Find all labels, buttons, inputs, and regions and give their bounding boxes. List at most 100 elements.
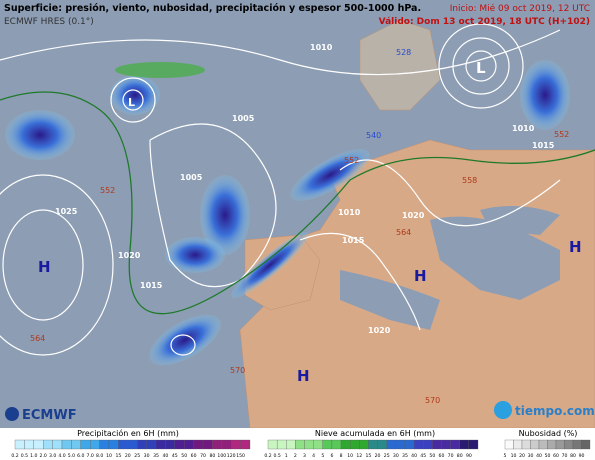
thickness-label: 552 — [554, 130, 569, 139]
legend-tick: 60 — [191, 453, 197, 459]
legend-tick: 50 — [181, 453, 187, 459]
color-swatch — [90, 439, 100, 450]
legend-tick: 70 — [200, 453, 206, 459]
color-swatch — [555, 439, 565, 450]
isobar-label: 1005 — [232, 114, 255, 123]
legend-tick: 5.0 — [68, 453, 75, 459]
legend-tick: 60 — [553, 453, 559, 459]
legend-tick: 40 — [162, 453, 168, 459]
color-swatch — [137, 439, 147, 450]
legend-tick: 2 — [294, 453, 297, 459]
color-swatch — [61, 439, 72, 450]
legend-tick: 45 — [172, 453, 178, 459]
legend-tick: 20 — [375, 453, 381, 459]
color-swatch — [267, 439, 278, 450]
color-swatch — [521, 439, 531, 450]
color-swatch — [359, 439, 369, 450]
color-swatch — [202, 439, 213, 450]
isobar-label: 1010 — [338, 208, 361, 217]
color-swatch — [331, 439, 342, 450]
color-swatch — [286, 439, 296, 450]
color-swatch — [184, 439, 194, 450]
color-swatch — [165, 439, 175, 450]
legend-title: Nubosidad (%) — [519, 429, 578, 438]
color-swatch — [432, 439, 442, 450]
isobar-label: 1005 — [180, 173, 203, 182]
isobar-label: 1020 — [368, 326, 391, 335]
color-swatch — [468, 439, 479, 450]
color-swatch — [193, 439, 204, 450]
color-swatch — [174, 439, 185, 450]
high: H — [569, 238, 582, 256]
thickness-line — [0, 91, 595, 315]
tiempo-logo: tiempo.com — [515, 404, 595, 418]
legend-tick: 4 — [312, 453, 315, 459]
legend-tick: 0.2 — [11, 453, 18, 459]
legend-tick: 8.0 — [96, 453, 103, 459]
color-swatch — [413, 439, 424, 450]
legend-tick: 35 — [153, 453, 159, 459]
mediterranean-west — [340, 270, 440, 330]
isobar-label: 1015 — [342, 236, 365, 245]
legend-tick: 80 — [457, 453, 463, 459]
start-time: Inicio: Mié 09 oct 2019, 12 UTC — [450, 3, 590, 14]
ecmwf-icon — [5, 407, 19, 421]
color-swatch — [108, 439, 119, 450]
legend-tick: 5 — [321, 453, 324, 459]
legend-tick: 5 — [504, 453, 507, 459]
legend: Precipitación en 6H (mm) Nieve acumulada… — [11, 428, 591, 459]
color-swatch — [377, 439, 387, 450]
isobar-label: 1015 — [532, 141, 555, 150]
legend-tick: 70 — [448, 453, 454, 459]
color-swatch — [450, 439, 460, 450]
color-swatch — [564, 439, 574, 450]
color-swatch — [513, 439, 523, 450]
legend-tick: 1 — [285, 453, 288, 459]
header: Superficie: presión, viento, nubosidad, … — [4, 3, 590, 27]
black-sea — [480, 206, 560, 235]
color-swatch — [572, 439, 582, 450]
legend-title: Nieve acumulada en 6H (mm) — [315, 429, 435, 438]
ecmwf-logo: ECMWF — [22, 408, 77, 423]
color-swatch — [71, 439, 81, 450]
legend-tick: 35 — [402, 453, 408, 459]
thickness-label: 552 — [100, 186, 115, 195]
color-swatch — [581, 439, 591, 450]
color-swatch — [231, 439, 241, 450]
color-swatch — [14, 439, 25, 450]
color-swatch — [404, 439, 415, 450]
thickness-label: 540 — [366, 131, 381, 140]
valid-time: Válido: Dom 13 oct 2019, 18 UTC (H+102) — [379, 17, 590, 27]
legend-tick: 25 — [134, 453, 140, 459]
color-swatch — [340, 439, 351, 450]
legend-tick: 70 — [562, 453, 568, 459]
color-swatch — [538, 439, 548, 450]
color-swatch — [221, 439, 232, 450]
centers: H H H H L L — [38, 59, 582, 385]
thickness-label: 564 — [396, 228, 411, 237]
legend-title: Precipitación en 6H (mm) — [77, 428, 179, 438]
color-swatch — [118, 439, 128, 450]
isobar-label: 1010 — [512, 124, 535, 133]
legend-tick: 7.0 — [87, 453, 94, 459]
legend-tick: 4.0 — [58, 453, 65, 459]
color-swatch — [240, 439, 251, 450]
isobar-label: 1010 — [310, 43, 333, 52]
legend-tick: 0.5 — [21, 453, 28, 459]
color-swatch — [80, 439, 91, 450]
color-swatch — [441, 439, 451, 450]
legend-tick: 80 — [209, 453, 215, 459]
legend-tick: 40 — [411, 453, 417, 459]
thickness-label: 570 — [230, 366, 245, 375]
legend-tick: 0.2 — [264, 453, 271, 459]
legend-tick: 120 — [227, 453, 236, 459]
color-swatch — [395, 439, 406, 450]
color-swatch — [313, 439, 323, 450]
legend-tick: 20 — [519, 453, 525, 459]
low: L — [128, 96, 135, 109]
legend-tick: 150 — [236, 453, 245, 459]
title: Superficie: presión, viento, nubosidad, … — [4, 3, 421, 14]
legend-tick: 10 — [511, 453, 517, 459]
legend-tick: 8 — [340, 453, 343, 459]
